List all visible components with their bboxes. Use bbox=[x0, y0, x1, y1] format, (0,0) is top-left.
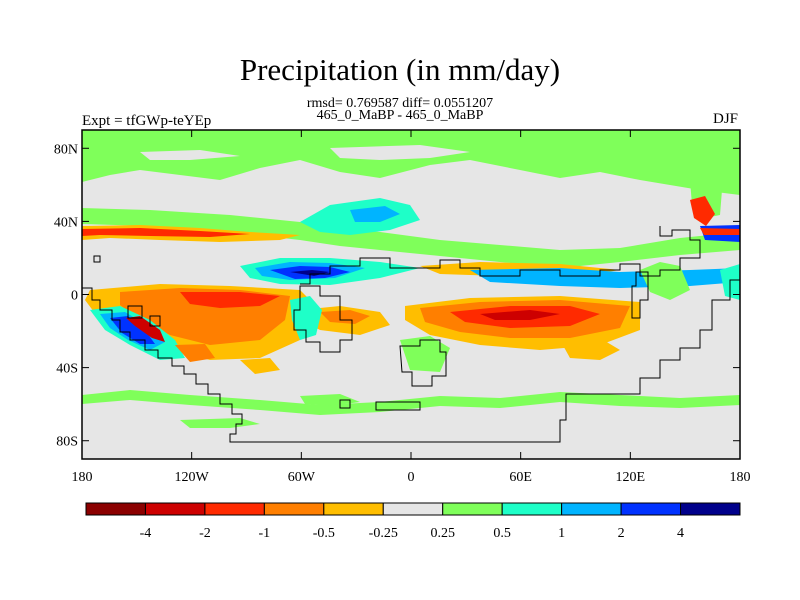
lat-tick-label: 40S bbox=[56, 362, 78, 377]
continent-outline bbox=[93, 255, 101, 263]
lat-tick-label: 80S bbox=[56, 435, 78, 450]
antarctic-wet-patch bbox=[300, 394, 360, 406]
far-east-wet bbox=[640, 262, 690, 300]
south-pacific-drying bbox=[126, 316, 165, 342]
continent-outline bbox=[293, 285, 353, 353]
lon-tick-label: 60W bbox=[288, 470, 316, 485]
colorbar-label: 0.25 bbox=[430, 526, 455, 541]
continent-outline bbox=[149, 315, 161, 327]
nw-pacific-dry bbox=[700, 228, 740, 235]
colorbar-swatch bbox=[680, 502, 741, 516]
lat-tick-label: 80N bbox=[54, 142, 78, 157]
continent-outline bbox=[420, 226, 701, 277]
season-label: DJF bbox=[712, 111, 738, 127]
continent-outline bbox=[339, 399, 351, 409]
lon-tick-label: 180 bbox=[730, 470, 751, 485]
colorbar-swatch bbox=[263, 502, 325, 516]
continent-outline bbox=[82, 279, 740, 443]
precip-field bbox=[82, 130, 740, 459]
colorbar-swatch bbox=[561, 502, 622, 516]
lat-axis: 80N 40N 0 40S 80S bbox=[54, 142, 740, 450]
colorbar-label: -4 bbox=[140, 526, 152, 541]
lat-tick-label: 0 bbox=[71, 289, 78, 304]
continent-outline bbox=[127, 305, 143, 319]
storm-track-drying bbox=[82, 228, 250, 237]
colorbar-label: -0.5 bbox=[313, 526, 335, 541]
continent-outline bbox=[300, 257, 420, 285]
colorbar-label: 0.5 bbox=[493, 526, 511, 541]
south-pacific-drying bbox=[175, 344, 215, 362]
colorbar: -4 -2 -1 -0.5 -0.25 0.25 0.5 1 2 4 bbox=[85, 502, 741, 541]
coastlines bbox=[82, 226, 740, 443]
lon-tick-label: 180 bbox=[72, 470, 93, 485]
tropical-drying bbox=[320, 310, 370, 324]
colorbar-swatch bbox=[620, 502, 682, 516]
arctic-gray-patch bbox=[330, 145, 470, 160]
lon-tick-label: 120W bbox=[175, 470, 210, 485]
experiment-label: Expt = tfGWp-teYEp bbox=[82, 113, 212, 129]
tropical-drying bbox=[480, 310, 560, 320]
atlantic-wet bbox=[350, 206, 400, 222]
map-title: Precipitation (in mm/day) bbox=[239, 52, 561, 87]
colorbar-swatch bbox=[501, 502, 563, 516]
lon-tick-label: 0 bbox=[408, 470, 415, 485]
colorbar-swatch bbox=[144, 502, 206, 516]
lat-tick-label: 40N bbox=[54, 215, 78, 230]
colorbar-swatch bbox=[323, 502, 384, 516]
continent-outline bbox=[375, 401, 421, 411]
continent-outline bbox=[399, 339, 447, 387]
indian-ocean-wet bbox=[400, 336, 450, 372]
colorbar-label: -0.25 bbox=[369, 526, 398, 541]
colorbar-label: -1 bbox=[259, 526, 271, 541]
lon-axis: 180 120W 60W 0 60E 120E 180 bbox=[72, 130, 751, 485]
arctic-gray-patch bbox=[140, 150, 240, 160]
lon-tick-label: 60E bbox=[509, 470, 532, 485]
nw-pacific-dry bbox=[690, 196, 715, 226]
colorbar-swatch bbox=[442, 502, 503, 516]
colorbar-label: 4 bbox=[677, 526, 684, 541]
continent-outline bbox=[631, 271, 649, 319]
storm-track-wet bbox=[82, 208, 740, 268]
colorbar-label: -2 bbox=[199, 526, 211, 541]
tropical-drying bbox=[180, 292, 280, 308]
case-line: 465_0_MaBP - 465_0_MaBP bbox=[316, 108, 484, 123]
stats-line: rmsd= 0.769587 diff= 0.0551207 bbox=[306, 96, 494, 111]
colorbar-label: 1 bbox=[558, 526, 565, 541]
subtropical-drying bbox=[240, 358, 280, 374]
colorbar-swatch bbox=[204, 502, 265, 516]
colorbar-swatch bbox=[382, 502, 444, 516]
colorbar-swatch bbox=[85, 502, 146, 516]
south-atlantic-wet bbox=[290, 296, 322, 340]
arctic-wet-band bbox=[82, 130, 740, 195]
subtropical-drying bbox=[560, 338, 620, 360]
south-pacific-wet bbox=[110, 316, 155, 344]
antarctic-wet-patch bbox=[180, 418, 260, 428]
colorbar-label: 2 bbox=[618, 526, 625, 541]
lon-tick-label: 120E bbox=[616, 470, 646, 485]
